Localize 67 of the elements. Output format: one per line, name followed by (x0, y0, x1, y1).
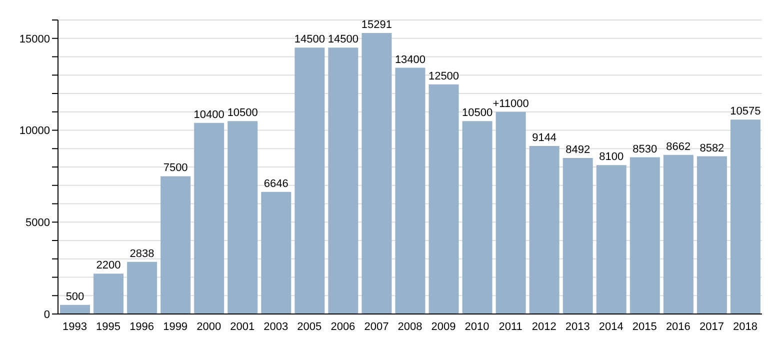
bar (428, 84, 459, 314)
bar (596, 165, 626, 314)
x-tick-label: 2010 (464, 320, 490, 333)
x-tick-label: 2018 (732, 320, 758, 333)
data-label: 10500 (462, 107, 493, 120)
y-tick-label: 0 (44, 308, 50, 321)
x-tick-label: 2006 (330, 320, 356, 333)
data-label: 8100 (599, 151, 624, 164)
bar (562, 158, 593, 314)
x-tick-label: 1999 (163, 320, 188, 333)
bar (462, 121, 492, 314)
x-tick-label: 2000 (196, 320, 222, 333)
y-tick-label: 5000 (26, 217, 50, 230)
data-label: 10400 (194, 108, 224, 121)
x-tick-label: 2017 (699, 320, 724, 333)
x-tick-label: 2013 (565, 320, 590, 333)
bar (261, 192, 292, 314)
bar (730, 120, 760, 314)
bar (127, 262, 158, 314)
bar (529, 146, 560, 314)
x-tick-label: 2014 (598, 320, 624, 333)
data-label: 14500 (328, 34, 358, 46)
x-tick-label: 1995 (96, 320, 121, 333)
bar (630, 157, 660, 314)
y-tick-label: 15000 (19, 33, 50, 46)
x-tick-label: 2003 (264, 320, 288, 333)
data-label: 9144 (532, 132, 557, 144)
x-tick-label: 2011 (498, 320, 522, 333)
data-label: 13400 (394, 54, 426, 66)
bar (294, 48, 325, 314)
data-label: 6646 (264, 178, 288, 190)
bar (395, 68, 426, 314)
data-label: 500 (66, 290, 84, 303)
bar (60, 304, 90, 314)
x-tick-label: 2005 (297, 320, 322, 333)
data-label: 10500 (227, 107, 258, 120)
x-tick-label: 2008 (398, 320, 422, 333)
bar (696, 156, 727, 314)
bar (496, 112, 526, 314)
data-label: 2200 (96, 260, 121, 272)
data-label: 8662 (666, 140, 691, 153)
bar (94, 274, 124, 314)
data-label: 10575 (730, 106, 761, 118)
data-label: 7500 (163, 162, 188, 174)
x-tick-label: 2001 (230, 320, 255, 333)
bar (194, 122, 224, 314)
data-label: 14500 (294, 34, 325, 46)
x-tick-label: 2012 (532, 320, 556, 333)
x-tick-label: 2016 (666, 320, 690, 333)
y-tick-label: 10000 (19, 125, 50, 138)
bar (160, 176, 191, 314)
data-label: 2838 (130, 248, 154, 260)
x-tick-label: 2009 (431, 320, 456, 333)
bar (228, 121, 258, 314)
x-tick-label: 1993 (62, 320, 88, 333)
x-tick-label: 2015 (632, 320, 657, 333)
data-label: 8492 (566, 144, 590, 156)
data-label: 15291 (361, 19, 392, 32)
x-tick-label: 1996 (130, 320, 154, 333)
x-tick-label: 2007 (364, 320, 389, 333)
data-label: 12500 (428, 70, 460, 82)
bar (663, 154, 694, 314)
data-label: 8530 (632, 143, 658, 156)
bar (328, 48, 358, 314)
bar (362, 33, 392, 314)
data-label: 8582 (700, 142, 724, 154)
data-label: +11000 (492, 98, 529, 110)
